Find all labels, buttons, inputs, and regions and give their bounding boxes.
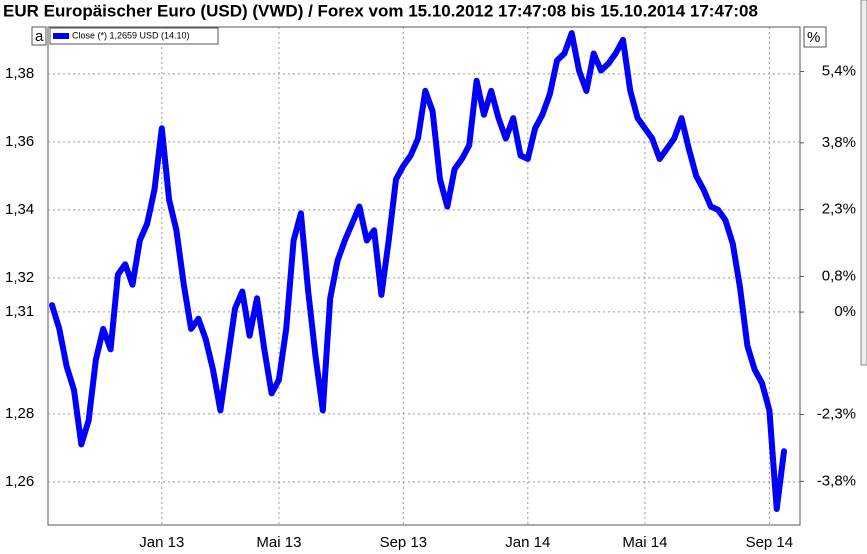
y-tick-label: 1,36 [5, 133, 34, 150]
left-axis-label: a [35, 28, 44, 45]
x-tick-label: Jan 14 [505, 534, 550, 551]
x-tick-label: Jan 13 [139, 534, 184, 551]
x-tick-label: Sep 13 [380, 534, 428, 551]
axis-label-box [31, 26, 47, 46]
y-tick-label: 1,32 [5, 269, 34, 286]
legend-label: Close (*) 1,2659 USD (14.10) [72, 30, 190, 40]
y2-tick-label: 0,8% [822, 267, 856, 284]
legend-swatch [53, 33, 69, 39]
y2-tick-label: -3,8% [817, 472, 856, 489]
x-tick-label: Mai 13 [256, 534, 301, 551]
y-tick-label: 1,34 [5, 201, 34, 218]
y2-tick-label: 2,3% [822, 201, 856, 218]
series-line [49, 30, 787, 512]
x-tick-label: Mai 14 [622, 534, 667, 551]
y-tick-label: 1,26 [5, 473, 34, 490]
side-panel [860, 0, 867, 366]
x-tick-label: Sep 14 [746, 534, 794, 551]
legend-box [49, 27, 219, 45]
y-tick-label: 1,31 [5, 303, 34, 320]
y2-tick-label: 5,4% [822, 63, 856, 80]
y-tick-label: 1,38 [5, 65, 34, 82]
y2-tick-label: 0% [834, 303, 856, 320]
y2-tick-label: 3,8% [822, 134, 856, 151]
y-tick-label: 1,28 [5, 405, 34, 422]
right-axis-label: % [807, 29, 820, 46]
axis-label-box [803, 26, 827, 48]
y2-tick-label: -2,3% [817, 406, 856, 423]
chart-title: EUR Europäischer Euro (USD) (VWD) / Fore… [3, 1, 758, 20]
